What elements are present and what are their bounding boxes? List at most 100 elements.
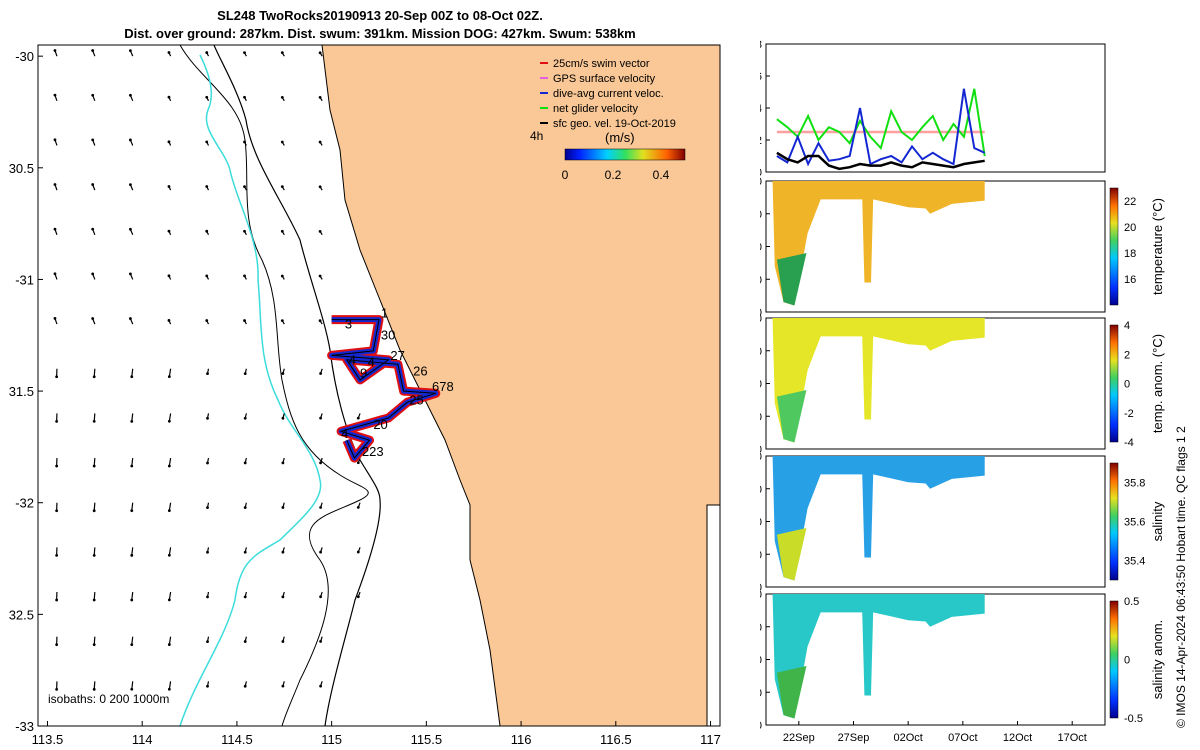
section-y-tick-label: 100	[760, 655, 762, 667]
geo-velocity-arrowhead	[243, 640, 247, 643]
track-day-label: 9	[360, 366, 367, 381]
track-day-label: 20	[373, 417, 387, 432]
geo-velocity-arrowhead	[205, 95, 209, 99]
time-x-tick-label: 12Oct	[1003, 732, 1032, 744]
geo-velocity-arrowhead	[53, 93, 57, 97]
track-day-label: 1	[381, 305, 388, 320]
geo-velocity-arrowhead	[53, 272, 57, 276]
colorbar-tick-label: 2	[1124, 349, 1130, 361]
land-area	[321, 45, 720, 726]
geo-velocity-arrowhead	[243, 416, 247, 420]
geo-velocity-arrowhead	[356, 416, 360, 420]
geo-velocity-arrowhead	[280, 140, 284, 144]
geo-velocity-arrowhead	[281, 684, 285, 688]
colorbar-label: temp. anom. (°C)	[1150, 334, 1165, 433]
section-colorbar	[1109, 600, 1119, 719]
time-x-tick-label: 27Sep	[838, 732, 870, 744]
section-y-tick-label: 150	[760, 411, 762, 423]
velocity-series-line	[776, 88, 986, 157]
geo-velocity-arrowhead	[319, 550, 322, 554]
track-day-label: 30	[381, 328, 395, 343]
geo-velocity-arrowhead	[356, 461, 360, 465]
time-series-panels: 00.20.40.60.8velocity magnitude (m/s)050…	[760, 39, 1165, 744]
geo-velocity-arrowhead	[243, 550, 247, 554]
velocity-y-tick-label: 0.4	[760, 103, 762, 115]
geo-velocity-arrowhead	[167, 643, 171, 646]
geo-velocity-arrowhead	[167, 140, 171, 144]
geo-velocity-arrowhead	[356, 595, 360, 599]
section-y-tick-label: 100	[760, 242, 762, 254]
colorbar-tick-label: 0.4	[653, 168, 670, 182]
geo-velocity-arrowhead	[356, 506, 360, 509]
geo-velocity-arrowhead	[167, 419, 171, 423]
geo-velocity-arrowhead	[55, 643, 59, 647]
colorbar-label: salinity	[1150, 501, 1165, 541]
geo-velocity-arrowhead	[92, 464, 96, 468]
geo-velocity-arrowhead	[318, 274, 322, 278]
track-day-label: 4	[368, 355, 375, 370]
colorbar-tick-label: 0	[1124, 379, 1130, 391]
colorbar-tick-label: 35.6	[1124, 517, 1145, 529]
geo-velocity-arrowhead	[319, 372, 322, 375]
section-y-tick-label: 0	[760, 176, 762, 188]
geo-velocity-arrowhead	[91, 272, 95, 276]
map-x-tick-label: 114	[132, 732, 153, 747]
track-day-label: 223	[362, 444, 384, 459]
geo-velocity-arrowhead	[167, 553, 171, 557]
geo-velocity-arrowhead	[53, 227, 57, 231]
map-x-tick-label: 116.5	[600, 732, 632, 747]
map-frame	[37, 44, 721, 727]
geo-velocity-arrowhead	[318, 229, 322, 233]
speed-colorbar	[564, 148, 686, 161]
geo-velocity-arrowhead	[129, 93, 132, 97]
geo-velocity-arrowhead	[243, 51, 246, 55]
geo-velocity-arrowhead	[243, 461, 247, 465]
section-y-tick-label: 200	[760, 444, 762, 456]
velocity-plot-frame	[765, 43, 1106, 173]
section-deep-water	[776, 528, 807, 581]
map-y-tick-label: 30.5	[9, 161, 34, 176]
track-day-label: 3	[345, 317, 352, 332]
geo-velocity-arrowhead	[281, 416, 285, 420]
section-y-tick-label: 100	[760, 517, 762, 529]
velocity-series-line	[776, 151, 985, 171]
geo-velocity-arrowhead	[319, 416, 322, 420]
geo-velocity-arrowhead	[243, 684, 247, 688]
geo-velocity-arrowhead	[281, 461, 285, 465]
geo-velocity-arrowhead	[55, 509, 59, 513]
coastline	[213, 45, 381, 726]
section-fill	[772, 456, 985, 581]
colorbar-tick-label: 0	[1124, 655, 1130, 667]
geo-velocity-arrowhead	[281, 506, 285, 509]
credit-line: © IMOS 14-Apr-2024 06:43:50 Hobart time.…	[1174, 426, 1188, 728]
section-y-tick-label: 150	[760, 549, 762, 561]
geo-velocity-arrowhead	[129, 227, 132, 231]
isobath-200m	[179, 54, 322, 726]
section-fill	[772, 318, 985, 443]
colorbar-tick-label: 35.8	[1124, 478, 1145, 490]
chart-title-line1: SL248 TwoRocks20190913 20-Sep 00Z to 08-…	[217, 8, 543, 23]
geo-velocity-arrowhead	[356, 550, 360, 554]
colorbar-tick-label: 35.4	[1124, 556, 1145, 568]
time-x-tick-label: 17Oct	[1058, 732, 1087, 744]
geo-velocity-arrowhead	[92, 419, 96, 423]
geo-velocity-arrowhead	[91, 138, 95, 142]
geo-velocity-arrowhead	[91, 93, 95, 97]
colorbar-tick-label: 22	[1124, 196, 1136, 208]
geo-velocity-arrowhead	[280, 95, 284, 99]
map-x-tick-label: 114.5	[221, 732, 253, 747]
geo-velocity-arrowhead	[243, 319, 246, 322]
map-y-tick-label: -33	[15, 719, 34, 734]
geo-velocity-arrowhead	[205, 140, 209, 144]
geo-velocity-arrowhead	[318, 51, 322, 55]
map-y-tick-label: 32.5	[9, 607, 34, 622]
geo-velocity-arrowhead	[206, 506, 209, 510]
velocity-y-tick-label: 0	[760, 167, 762, 179]
geo-velocity-arrowhead	[319, 640, 322, 643]
map-x-tick-label: 116	[511, 732, 532, 747]
colorbar-tick-label: -0.5	[1124, 713, 1143, 725]
colorbar-tick-label: 0	[562, 168, 569, 182]
colorbar-tick-label: 20	[1124, 222, 1136, 234]
colorbar-tick-label: 4	[1124, 320, 1130, 332]
geo-velocity-arrowhead	[318, 185, 322, 189]
